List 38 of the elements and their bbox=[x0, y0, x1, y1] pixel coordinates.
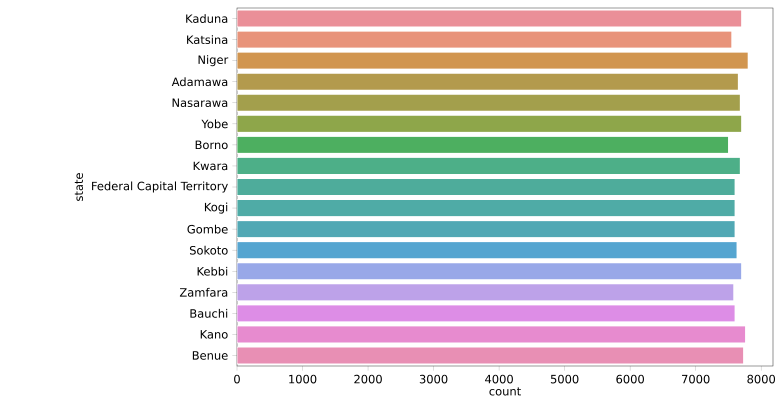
y-tick-label: Borno bbox=[196, 140, 228, 150]
bar bbox=[237, 136, 729, 154]
x-tick-label: 5000 bbox=[550, 374, 578, 384]
y-tick-label: Kaduna bbox=[186, 14, 228, 23]
bar bbox=[237, 326, 746, 344]
x-tick-label: 3000 bbox=[420, 374, 448, 384]
y-tick-label: Benue bbox=[192, 351, 228, 360]
bar bbox=[237, 304, 736, 322]
y-tick-label: Kwara bbox=[194, 162, 228, 170]
bar bbox=[237, 94, 741, 112]
bar bbox=[237, 157, 741, 175]
x-tick-label: 2000 bbox=[354, 374, 382, 384]
x-axis-title: count bbox=[489, 387, 521, 396]
y-tick-label: Niger bbox=[198, 55, 228, 66]
y-tick-label: Gombe bbox=[187, 224, 228, 234]
x-tick-label: 4000 bbox=[485, 374, 513, 384]
bar bbox=[237, 72, 739, 91]
x-tick-label: 7000 bbox=[682, 374, 710, 384]
y-tick-label: Kogi bbox=[204, 202, 228, 214]
y-tick-label: Zamfara bbox=[180, 288, 228, 297]
bar bbox=[237, 178, 736, 196]
bar bbox=[237, 10, 742, 28]
bar bbox=[237, 241, 738, 260]
y-tick-label: Bauchi bbox=[190, 308, 228, 318]
x-tick-label: 1000 bbox=[289, 374, 316, 384]
y-tick-label: Federal Capital Territory bbox=[92, 181, 228, 193]
y-tick-label: Katsina bbox=[187, 35, 228, 44]
bar bbox=[237, 220, 736, 238]
y-tick-label: Kano bbox=[200, 330, 228, 339]
y-axis-title: state bbox=[74, 173, 84, 201]
y-tick-label: Adamawa bbox=[172, 77, 228, 86]
y-tick-label: Sokoto bbox=[190, 246, 228, 255]
y-tick-label: Nasarawa bbox=[172, 98, 228, 108]
y-tick-label: Yobe bbox=[201, 119, 228, 128]
x-tick-label: 8000 bbox=[747, 374, 776, 384]
x-tick-label: 0 bbox=[234, 374, 240, 384]
y-tick-label: Kebbi bbox=[198, 266, 228, 276]
x-tick-label: 6000 bbox=[616, 374, 644, 384]
